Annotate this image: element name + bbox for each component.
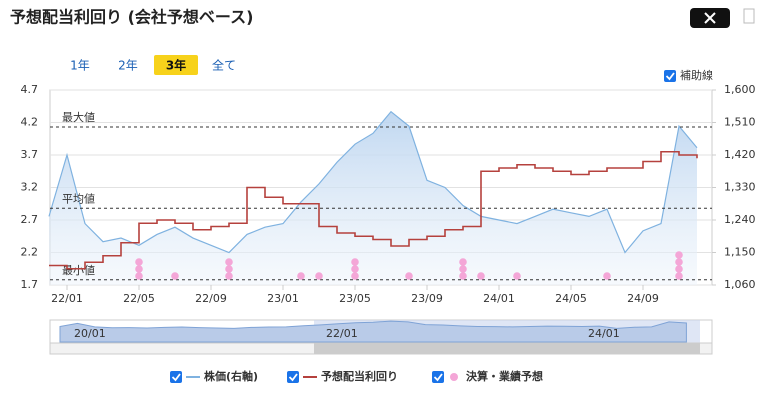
price-line — [48, 110, 698, 254]
legend-check — [171, 373, 181, 382]
tab[interactable]: 全て — [212, 58, 236, 73]
navigator-area — [59, 320, 687, 343]
legend-label: 株価(右軸) — [204, 369, 258, 383]
price-area — [49, 111, 697, 286]
x-tick-label: 24/05 — [555, 292, 587, 305]
event-dot[interactable] — [351, 265, 359, 273]
x-tick-label: 23/05 — [339, 292, 371, 305]
ref-label: 平均値 — [62, 192, 95, 205]
event-dot[interactable] — [675, 258, 683, 266]
tab[interactable]: 3年 — [166, 58, 186, 73]
event-dot[interactable] — [351, 272, 359, 280]
ref-label: 最小値 — [62, 264, 95, 277]
tab[interactable]: 2年 — [118, 59, 138, 73]
event-dot[interactable] — [675, 272, 683, 280]
x-tick-label: 22/09 — [195, 292, 227, 305]
y2-tick-label: 1,240 — [724, 213, 756, 226]
x-tick-label: 22/01 — [51, 292, 83, 305]
y-tick-label: 3.2 — [21, 181, 39, 194]
legend-checkbox[interactable] — [287, 371, 299, 383]
legend-label: 予想配当利回り — [321, 369, 398, 383]
event-dot[interactable] — [315, 272, 323, 280]
event-dot[interactable] — [459, 258, 467, 266]
y2-tick-label: 1,060 — [724, 278, 756, 291]
y-tick-label: 4.7 — [21, 83, 39, 96]
event-dot[interactable] — [477, 272, 485, 280]
legend-check — [288, 373, 298, 382]
event-dot[interactable] — [135, 258, 143, 266]
y-tick-label: 3.7 — [21, 148, 39, 161]
y-tick-label: 1.7 — [21, 278, 39, 291]
copy-icon[interactable] — [743, 8, 755, 24]
tab[interactable]: 1年 — [70, 59, 90, 73]
navigator-label: 22/01 — [326, 327, 358, 340]
event-dot[interactable] — [459, 272, 467, 280]
navigator-label: 20/01 — [74, 327, 106, 340]
x-icon — [704, 12, 716, 24]
y-tick-label: 2.2 — [21, 246, 39, 259]
event-dot[interactable] — [459, 265, 467, 273]
legend-checkbox[interactable] — [432, 371, 444, 383]
event-dot[interactable] — [135, 265, 143, 273]
event-dot[interactable] — [225, 265, 233, 273]
event-dot[interactable] — [405, 272, 413, 280]
event-dot[interactable] — [351, 258, 359, 266]
navigator-label: 24/01 — [588, 327, 620, 340]
event-dot[interactable] — [675, 251, 683, 259]
title: 予想配当利回り (会社予想ベース) — [10, 8, 253, 27]
ref-label: 最大値 — [62, 110, 95, 124]
y2-tick-label: 1,150 — [724, 246, 756, 259]
x-tick-label: 23/09 — [411, 292, 443, 305]
event-dot[interactable] — [225, 258, 233, 266]
legend-checkbox[interactable] — [170, 371, 182, 383]
legend-check — [433, 373, 443, 382]
x-tick-label: 22/05 — [123, 292, 155, 305]
yield-line — [49, 150, 698, 270]
legend-label: 決算・業績予想 — [466, 369, 543, 383]
x-tick-label: 23/01 — [267, 292, 299, 305]
event-dot[interactable] — [171, 272, 179, 280]
checkbox[interactable] — [664, 70, 676, 82]
event-dot[interactable] — [297, 272, 305, 280]
x-tick-label: 24/09 — [627, 292, 659, 305]
event-dot[interactable] — [135, 272, 143, 280]
y2-tick-label: 1,420 — [724, 148, 756, 161]
check — [665, 72, 675, 81]
y2-tick-label: 1,510 — [724, 116, 756, 129]
y-tick-label: 2.7 — [21, 213, 39, 226]
y2-tick-label: 1,600 — [724, 83, 756, 96]
event-dot[interactable] — [603, 272, 611, 280]
y2-tick-label: 1,330 — [724, 181, 756, 194]
event-dot[interactable] — [675, 265, 683, 273]
event-dot[interactable] — [513, 272, 521, 280]
event-dot[interactable] — [225, 272, 233, 280]
y-tick-label: 4.2 — [21, 116, 39, 129]
aux-toggle-label: 補助線 — [680, 68, 713, 82]
scrollbar-thumb[interactable] — [314, 343, 700, 354]
tab-active — [154, 55, 198, 75]
legend-swatch — [450, 373, 458, 381]
x-tick-label: 24/01 — [483, 292, 515, 305]
